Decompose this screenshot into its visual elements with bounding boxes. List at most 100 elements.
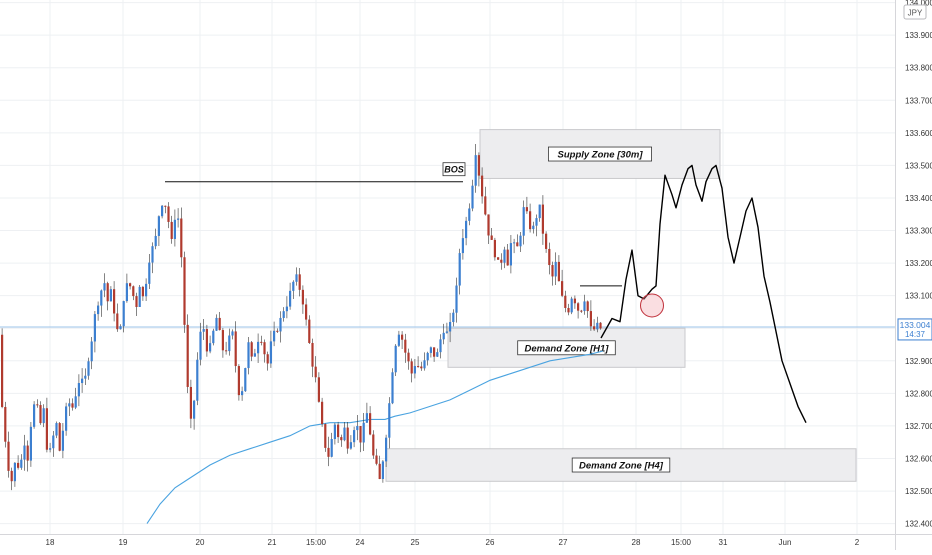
candle-body — [177, 219, 179, 220]
candle-body — [81, 379, 83, 383]
candle-body — [535, 218, 537, 226]
candle-body — [391, 372, 393, 403]
candle-body — [267, 354, 269, 363]
candle-body — [542, 205, 544, 234]
candle-body — [30, 427, 32, 461]
candle-body — [311, 343, 313, 367]
candle-body — [145, 284, 147, 296]
candle-body — [430, 347, 432, 353]
projection-path[interactable] — [601, 165, 806, 422]
candle-body — [203, 329, 205, 332]
candle-body — [331, 439, 333, 457]
candle-body — [113, 289, 115, 313]
candle-body — [356, 426, 358, 430]
candle-body — [1, 335, 3, 407]
candle-body — [180, 219, 182, 258]
candle-body — [577, 303, 579, 310]
time-tick-label: 31 — [719, 538, 728, 547]
candle-body — [459, 253, 461, 285]
price-axis[interactable]: 132.400132.500132.600132.700132.800132.9… — [896, 0, 932, 550]
candle-body — [164, 206, 166, 207]
candle-body — [411, 361, 413, 373]
candle-body — [539, 205, 541, 219]
candle-body — [558, 262, 560, 281]
time-tick-label: 19 — [119, 538, 128, 547]
candle-body — [49, 448, 51, 450]
candle-body — [308, 320, 310, 343]
candle-body — [599, 323, 601, 329]
candle-body — [468, 208, 470, 220]
candle-body — [593, 326, 595, 329]
time-tick-label: 25 — [411, 538, 420, 547]
candle-body — [65, 406, 67, 430]
candle-body — [372, 434, 374, 455]
candle-body — [436, 352, 438, 357]
candle-body — [151, 246, 153, 262]
candle-body — [343, 428, 345, 441]
candle-body — [20, 460, 22, 468]
zone-label: Supply Zone [30m] — [558, 150, 644, 161]
candle-body — [283, 311, 285, 318]
candle-body — [532, 226, 534, 229]
candle-body — [132, 286, 134, 296]
candle-body — [513, 242, 515, 243]
candle-body — [235, 331, 237, 366]
candle-body — [39, 405, 41, 423]
time-tick-label: Jun — [779, 538, 792, 547]
candle-body — [27, 446, 29, 461]
candle-body — [43, 408, 45, 423]
candle-body — [395, 346, 397, 372]
price-tick-label: 133.500 — [905, 161, 932, 170]
candle-body — [523, 207, 525, 236]
candle-body — [561, 281, 563, 296]
time-tick-label: 20 — [196, 538, 205, 547]
time-tick-label: 24 — [356, 538, 365, 547]
candle-body — [423, 360, 425, 368]
price-tick-label: 133.600 — [905, 129, 932, 138]
candle-body — [289, 291, 291, 307]
time-tick-label: 15:00 — [671, 538, 692, 547]
candle-body — [36, 404, 38, 405]
candle-body — [433, 347, 435, 356]
candle-body — [315, 367, 317, 378]
candle-body — [481, 176, 483, 197]
currency-badge[interactable]: JPY — [904, 5, 926, 19]
candle-body — [148, 263, 150, 284]
candle-body — [199, 332, 201, 360]
candle-body — [231, 331, 233, 335]
candle-body — [398, 335, 400, 346]
candle-body — [167, 206, 169, 222]
candle-body — [209, 343, 211, 351]
candle-body — [583, 301, 585, 311]
candle-body — [462, 238, 464, 253]
candle-body — [270, 341, 272, 363]
candle-body — [478, 155, 480, 175]
candle-body — [382, 461, 384, 479]
candle-body — [487, 214, 489, 235]
candle-body — [183, 257, 185, 325]
candle-body — [228, 336, 230, 352]
candle-body — [100, 290, 102, 305]
candle-body — [439, 339, 441, 352]
candle-body — [71, 403, 73, 407]
price-tick-label: 133.300 — [905, 227, 932, 236]
candle-body — [580, 311, 582, 312]
last-price-value: 133.004 — [900, 320, 931, 330]
candle-body — [279, 318, 281, 331]
highlight-circle[interactable] — [641, 294, 664, 317]
moving-average-line — [147, 351, 603, 524]
candle-body — [420, 367, 422, 369]
candle-body — [155, 236, 157, 246]
candle-body — [510, 243, 512, 265]
price-tick-label: 133.200 — [905, 259, 932, 268]
time-tick-label: 28 — [632, 538, 641, 547]
candle-body — [241, 391, 243, 395]
candle-body — [78, 383, 80, 396]
candle-body — [548, 249, 550, 265]
candle-body — [123, 301, 125, 326]
price-tick-label: 133.700 — [905, 96, 932, 105]
candle-body — [4, 407, 6, 442]
